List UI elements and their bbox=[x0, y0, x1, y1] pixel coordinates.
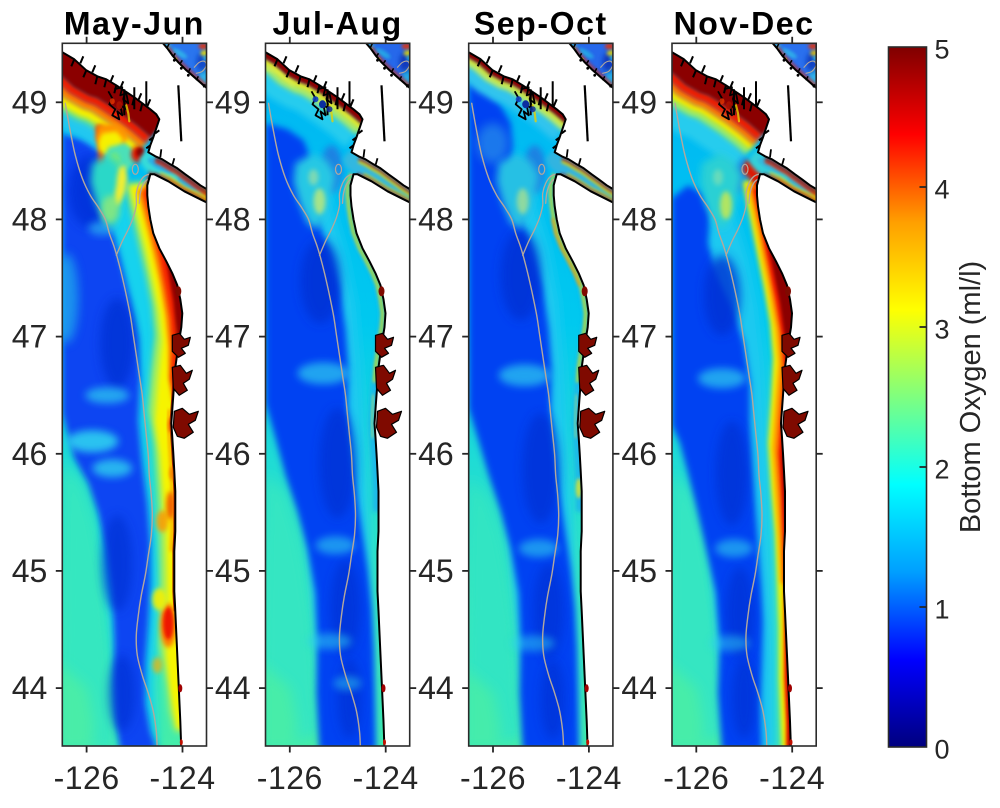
svg-text:2: 2 bbox=[935, 455, 950, 485]
svg-text:-124: -124 bbox=[759, 760, 825, 796]
svg-text:44: 44 bbox=[621, 670, 657, 706]
svg-text:45: 45 bbox=[215, 553, 251, 589]
svg-text:46: 46 bbox=[215, 436, 251, 472]
svg-text:3: 3 bbox=[935, 315, 950, 345]
svg-text:-126: -126 bbox=[54, 760, 120, 796]
svg-text:0: 0 bbox=[935, 735, 950, 765]
svg-text:1: 1 bbox=[935, 595, 950, 625]
svg-text:Nov-Dec: Nov-Dec bbox=[674, 5, 815, 41]
svg-text:49: 49 bbox=[621, 84, 657, 120]
svg-text:Sep-Oct: Sep-Oct bbox=[474, 5, 608, 41]
svg-text:45: 45 bbox=[418, 553, 454, 589]
svg-text:-126: -126 bbox=[663, 760, 729, 796]
svg-text:-126: -126 bbox=[257, 760, 323, 796]
svg-text:47: 47 bbox=[621, 319, 657, 355]
svg-text:5: 5 bbox=[935, 35, 950, 65]
svg-text:49: 49 bbox=[215, 84, 251, 120]
svg-text:45: 45 bbox=[621, 553, 657, 589]
svg-text:47: 47 bbox=[12, 319, 48, 355]
svg-text:Jul-Aug: Jul-Aug bbox=[272, 5, 402, 41]
svg-text:44: 44 bbox=[12, 670, 48, 706]
svg-text:Bottom Oxygen (ml/l): Bottom Oxygen (ml/l) bbox=[955, 261, 987, 533]
svg-text:44: 44 bbox=[215, 670, 251, 706]
svg-text:48: 48 bbox=[418, 201, 454, 237]
svg-text:47: 47 bbox=[215, 319, 251, 355]
svg-text:May-Jun: May-Jun bbox=[64, 5, 205, 41]
svg-text:49: 49 bbox=[12, 84, 48, 120]
svg-text:44: 44 bbox=[418, 670, 454, 706]
svg-text:46: 46 bbox=[12, 436, 48, 472]
svg-text:48: 48 bbox=[621, 201, 657, 237]
svg-text:4: 4 bbox=[935, 175, 950, 205]
svg-text:47: 47 bbox=[418, 319, 454, 355]
svg-text:48: 48 bbox=[215, 201, 251, 237]
svg-text:-124: -124 bbox=[353, 760, 419, 796]
svg-text:-124: -124 bbox=[556, 760, 622, 796]
svg-text:46: 46 bbox=[621, 436, 657, 472]
svg-text:45: 45 bbox=[12, 553, 48, 589]
svg-text:-126: -126 bbox=[460, 760, 526, 796]
svg-text:48: 48 bbox=[12, 201, 48, 237]
svg-text:-124: -124 bbox=[149, 760, 215, 796]
svg-text:49: 49 bbox=[418, 84, 454, 120]
svg-text:46: 46 bbox=[418, 436, 454, 472]
